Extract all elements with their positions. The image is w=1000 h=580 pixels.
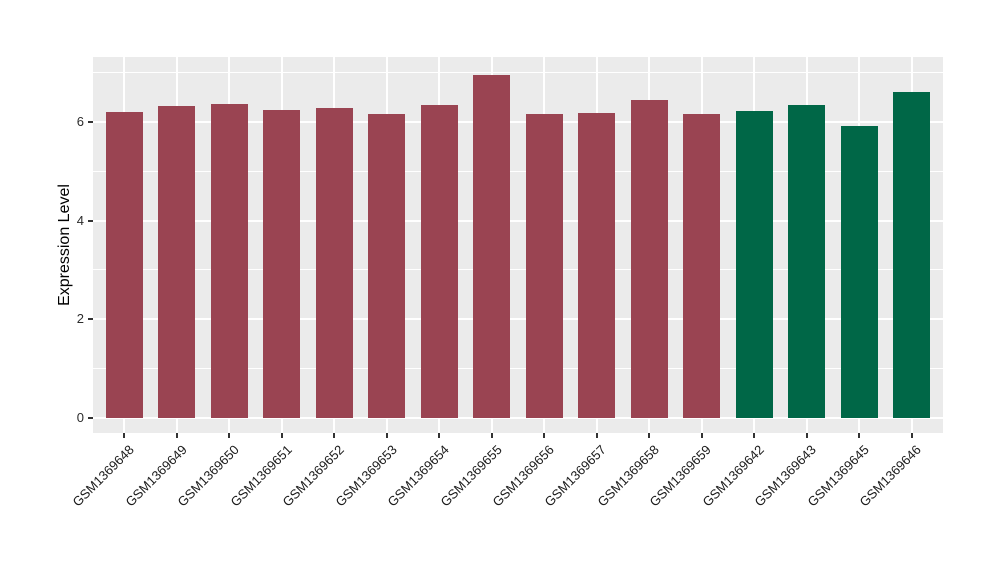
x-tick-mark: [175, 433, 178, 438]
gridline-major: [93, 417, 943, 419]
y-tick-label: 6: [76, 113, 84, 129]
bar-GSM1369656: [525, 114, 563, 418]
gridline-major: [93, 318, 943, 321]
gridline-major: [93, 219, 943, 222]
bar-GSM1369652: [315, 108, 353, 418]
y-axis-title: Expression Level: [56, 184, 73, 306]
y-tick-label: 0: [76, 410, 84, 425]
y-tick-label: 4: [76, 212, 84, 228]
x-tick-mark: [805, 433, 808, 438]
y-tick-mark: [88, 219, 93, 222]
y-tick-mark: [88, 417, 93, 419]
bar-GSM1369650: [210, 104, 248, 418]
x-tick-mark: [438, 433, 441, 438]
bar-GSM1369653: [368, 113, 406, 418]
x-tick-mark: [858, 433, 861, 438]
bar-GSM1369643: [788, 105, 826, 418]
bar-GSM1369645: [840, 126, 878, 418]
gridline-major: [93, 120, 943, 123]
x-tick-mark: [700, 433, 703, 438]
x-tick-mark: [280, 433, 283, 438]
x-tick-mark: [333, 433, 336, 438]
bar-GSM1369657: [578, 113, 616, 418]
y-tick-mark: [88, 120, 93, 123]
bar-GSM1369655: [473, 74, 511, 418]
bar-GSM1369642: [735, 110, 773, 418]
gridline-minor: [93, 72, 943, 74]
bar-GSM1369651: [263, 109, 301, 418]
bar-GSM1369658: [630, 100, 668, 418]
x-tick-mark: [543, 433, 546, 438]
bar-GSM1369654: [420, 105, 458, 418]
x-tick-mark: [228, 433, 231, 438]
gridline-minor: [93, 368, 943, 370]
y-tick-label: 2: [76, 311, 84, 327]
x-tick-mark: [753, 433, 756, 438]
gridline-minor: [93, 269, 943, 271]
plot-panel: [93, 57, 943, 433]
x-tick-mark: [123, 433, 126, 438]
gridline-minor: [93, 170, 943, 172]
bar-GSM1369649: [158, 106, 196, 418]
x-tick-mark: [595, 433, 598, 438]
x-tick-mark: [385, 433, 388, 438]
x-tick-mark: [490, 433, 493, 438]
bar-GSM1369648: [105, 111, 143, 418]
bar-GSM1369646: [893, 91, 931, 418]
x-tick-mark: [910, 433, 913, 438]
x-tick-mark: [648, 433, 651, 438]
y-tick-mark: [88, 318, 93, 321]
bar-GSM1369659: [683, 113, 721, 418]
